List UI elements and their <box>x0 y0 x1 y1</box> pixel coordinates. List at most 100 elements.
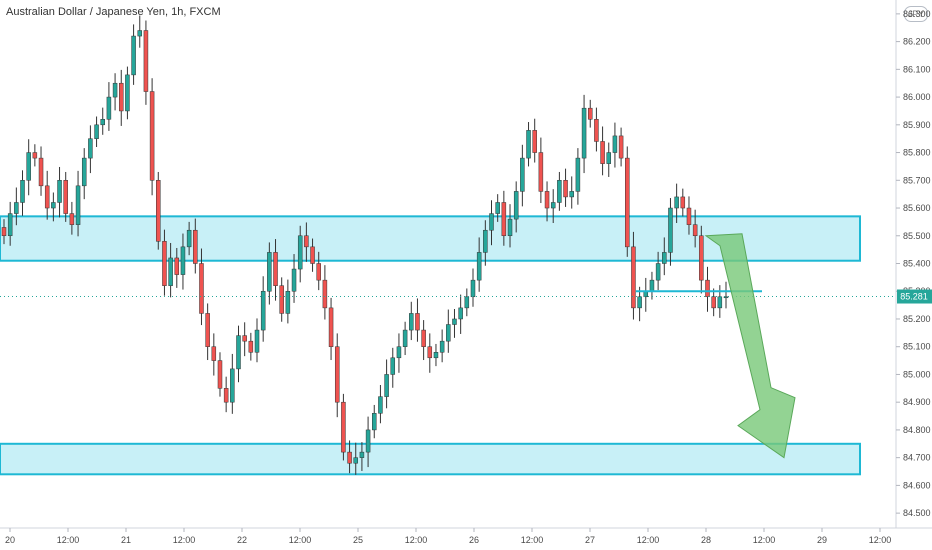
x-tick-label: 12:00 <box>57 535 80 545</box>
down-arrow <box>704 233 796 459</box>
candle-body <box>285 290 291 314</box>
y-tick-label: 85.400 <box>903 259 931 269</box>
currency-badge[interactable]: JPY <box>904 6 928 22</box>
candle-body <box>94 124 99 139</box>
candle-body <box>38 157 44 187</box>
candle-body <box>199 263 204 314</box>
candle-body <box>273 252 278 286</box>
candle-body <box>236 335 241 370</box>
y-tick-label: 84.900 <box>903 397 931 407</box>
candle-body <box>415 313 420 331</box>
x-tick-label: 26 <box>469 535 479 545</box>
candle-body <box>476 252 482 281</box>
y-tick-label: 85.700 <box>903 175 931 185</box>
candle-body <box>550 202 556 209</box>
candle-body <box>125 74 130 112</box>
candle-body <box>205 313 210 347</box>
candle-body <box>458 307 463 320</box>
candle-body <box>322 279 328 309</box>
x-tick-label: 28 <box>701 535 711 545</box>
price-badge <box>897 289 932 304</box>
price-badge-label: 85.281 <box>900 292 928 302</box>
y-tick-label: 84.800 <box>903 425 931 435</box>
candle-body <box>618 135 624 159</box>
candle-body <box>526 130 531 159</box>
y-tick-label: 85.600 <box>903 203 931 213</box>
candle-body <box>507 218 513 237</box>
candle-body <box>625 157 630 248</box>
y-tick-label: 84.600 <box>903 480 931 490</box>
candle-body <box>513 191 519 220</box>
candle-body <box>489 213 494 231</box>
candle-body <box>131 35 136 76</box>
candle-body <box>75 185 81 225</box>
x-tick-label: 12:00 <box>289 535 312 545</box>
candle-body <box>396 346 402 359</box>
zones <box>0 215 861 476</box>
x-axis: 20 12:00 21 12:00 22 12:00 25 12:00 26 12:00 27 12:… <box>5 528 891 545</box>
candle-body <box>180 246 186 275</box>
candle-body <box>538 152 544 192</box>
candle-body <box>304 235 309 248</box>
candle-body <box>248 340 254 353</box>
candle-body <box>705 279 710 298</box>
candle-body <box>470 279 476 298</box>
candle-body <box>260 290 266 331</box>
candle-body <box>452 318 457 325</box>
x-tick-label: 21 <box>121 535 131 545</box>
y-tick-label: 85.800 <box>903 148 931 158</box>
candle-body <box>267 252 272 292</box>
candle-body <box>655 263 661 281</box>
candle-body <box>692 224 698 237</box>
candle-body <box>20 180 25 203</box>
candle-body <box>378 396 383 414</box>
candle-body <box>168 257 173 286</box>
candle-body <box>106 96 112 120</box>
candle-body <box>587 107 593 120</box>
x-tick-label: 29 <box>817 535 827 545</box>
candle-body <box>409 313 414 331</box>
candle-body <box>446 324 451 342</box>
candle-body <box>662 252 667 264</box>
x-tick-label: 22 <box>237 535 247 545</box>
candle-body <box>674 196 679 209</box>
y-tick-label: 86.000 <box>903 92 931 102</box>
candle-body <box>1 227 7 237</box>
candle-body <box>402 329 408 347</box>
candles <box>1 15 729 475</box>
candle-body <box>495 202 500 214</box>
chart-title: Australian Dollar / Japanese Yen, 1h, FX… <box>6 6 221 18</box>
candle-body <box>32 152 38 159</box>
x-tick-label: 12:00 <box>753 535 776 545</box>
candle-body <box>69 213 75 225</box>
candle-body <box>483 229 488 253</box>
candle-body <box>81 157 87 187</box>
candle-body <box>439 340 445 353</box>
y-tick-label: 86.300 <box>903 9 931 19</box>
price-badge-group: 85.281 <box>897 289 932 304</box>
candle-body <box>353 457 358 464</box>
zone-rect <box>0 442 861 476</box>
candle-body <box>310 246 315 264</box>
candle-body <box>711 296 716 309</box>
candle-body <box>723 296 729 299</box>
candle-body <box>26 152 31 181</box>
candle-body <box>433 352 439 359</box>
candle-body <box>88 138 93 159</box>
candle-body <box>421 329 426 347</box>
candle-body <box>699 235 704 281</box>
candle-body <box>581 107 587 159</box>
candle-body <box>347 451 352 464</box>
candle-body <box>631 246 636 309</box>
candle-body <box>520 157 525 192</box>
y-tick-label: 85.000 <box>903 369 931 379</box>
candle-body <box>223 388 229 403</box>
candle-body <box>279 285 284 314</box>
candle-body <box>242 335 247 342</box>
candle-body <box>569 191 574 198</box>
y-tick-label: 85.900 <box>903 120 931 130</box>
candle-body <box>328 307 334 347</box>
candle-body <box>63 180 68 214</box>
x-tick-label: 12:00 <box>637 535 660 545</box>
